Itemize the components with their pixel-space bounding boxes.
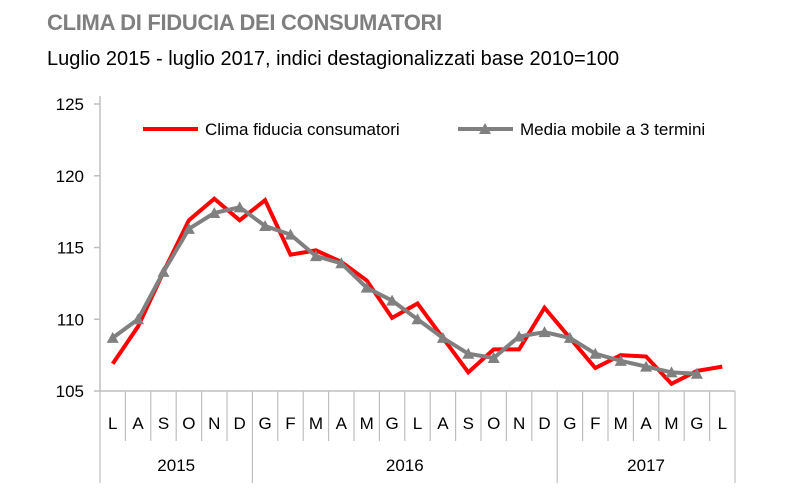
data-point-marker xyxy=(487,351,500,363)
data-point-marker xyxy=(538,326,551,338)
x-tick-label: S xyxy=(463,414,474,433)
data-point-marker xyxy=(690,367,703,379)
data-point-marker xyxy=(411,313,424,325)
x-tick-label: F xyxy=(285,414,295,433)
data-point-marker xyxy=(462,347,475,359)
data-point-marker xyxy=(335,257,348,269)
x-tick-label: M xyxy=(614,414,628,433)
data-point-marker xyxy=(182,222,195,234)
year-label: 2015 xyxy=(157,456,195,475)
x-tick-label: D xyxy=(234,414,246,433)
data-point-marker xyxy=(284,228,297,240)
data-point-marker xyxy=(589,347,602,359)
data-point-marker xyxy=(563,331,576,343)
chart-title: CLIMA DI FIDUCIA DEI CONSUMATORI xyxy=(47,10,442,35)
x-tick-label: A xyxy=(640,414,652,433)
x-tick-label: O xyxy=(487,414,500,433)
x-tick-label: N xyxy=(208,414,220,433)
y-tick-label: 105 xyxy=(56,382,84,401)
year-label: 2017 xyxy=(627,456,665,475)
year-label: 2016 xyxy=(386,456,424,475)
x-tick-label: L xyxy=(108,414,117,433)
y-tick-label: 110 xyxy=(57,310,84,329)
y-tick-label: 115 xyxy=(57,239,84,258)
x-tick-label: L xyxy=(718,414,727,433)
data-point-marker xyxy=(360,281,373,293)
x-tick-label: A xyxy=(336,414,348,433)
y-tick-label: 125 xyxy=(56,95,84,114)
legend-label: Media mobile a 3 termini xyxy=(520,120,705,139)
x-tick-label: A xyxy=(437,414,449,433)
data-point-marker xyxy=(309,250,322,262)
x-tick-label: O xyxy=(182,414,195,433)
data-point-marker xyxy=(665,366,678,378)
y-tick-label: 120 xyxy=(56,167,84,186)
data-point-marker xyxy=(106,331,119,343)
x-tick-label: S xyxy=(158,414,169,433)
x-tick-label: G xyxy=(258,414,271,433)
data-point-marker xyxy=(386,294,399,306)
data-point-marker xyxy=(259,219,272,231)
x-tick-label: G xyxy=(690,414,703,433)
x-tick-label: L xyxy=(413,414,422,433)
legend-label: Clima fiducia consumatori xyxy=(205,120,400,139)
x-tick-label: D xyxy=(538,414,550,433)
legend-marker xyxy=(479,123,491,134)
chart-subtitle: Luglio 2015 - luglio 2017, indici destag… xyxy=(47,48,620,70)
data-point-marker xyxy=(233,201,246,213)
data-point-marker xyxy=(132,313,145,325)
data-point-marker xyxy=(157,265,170,277)
x-tick-label: F xyxy=(590,414,600,433)
data-point-marker xyxy=(640,360,653,372)
x-tick-label: M xyxy=(664,414,678,433)
x-tick-label: A xyxy=(132,414,144,433)
series-line-clima xyxy=(111,196,723,387)
x-tick-label: M xyxy=(360,414,374,433)
x-tick-label: M xyxy=(309,414,323,433)
data-point-marker xyxy=(614,354,627,366)
data-point-marker xyxy=(208,207,221,219)
data-point-marker xyxy=(513,330,526,342)
x-tick-label: G xyxy=(385,414,398,433)
x-tick-label: G xyxy=(563,414,576,433)
data-point-marker xyxy=(436,331,449,343)
series-line-media-mobile xyxy=(111,205,698,376)
x-tick-label: N xyxy=(513,414,525,433)
